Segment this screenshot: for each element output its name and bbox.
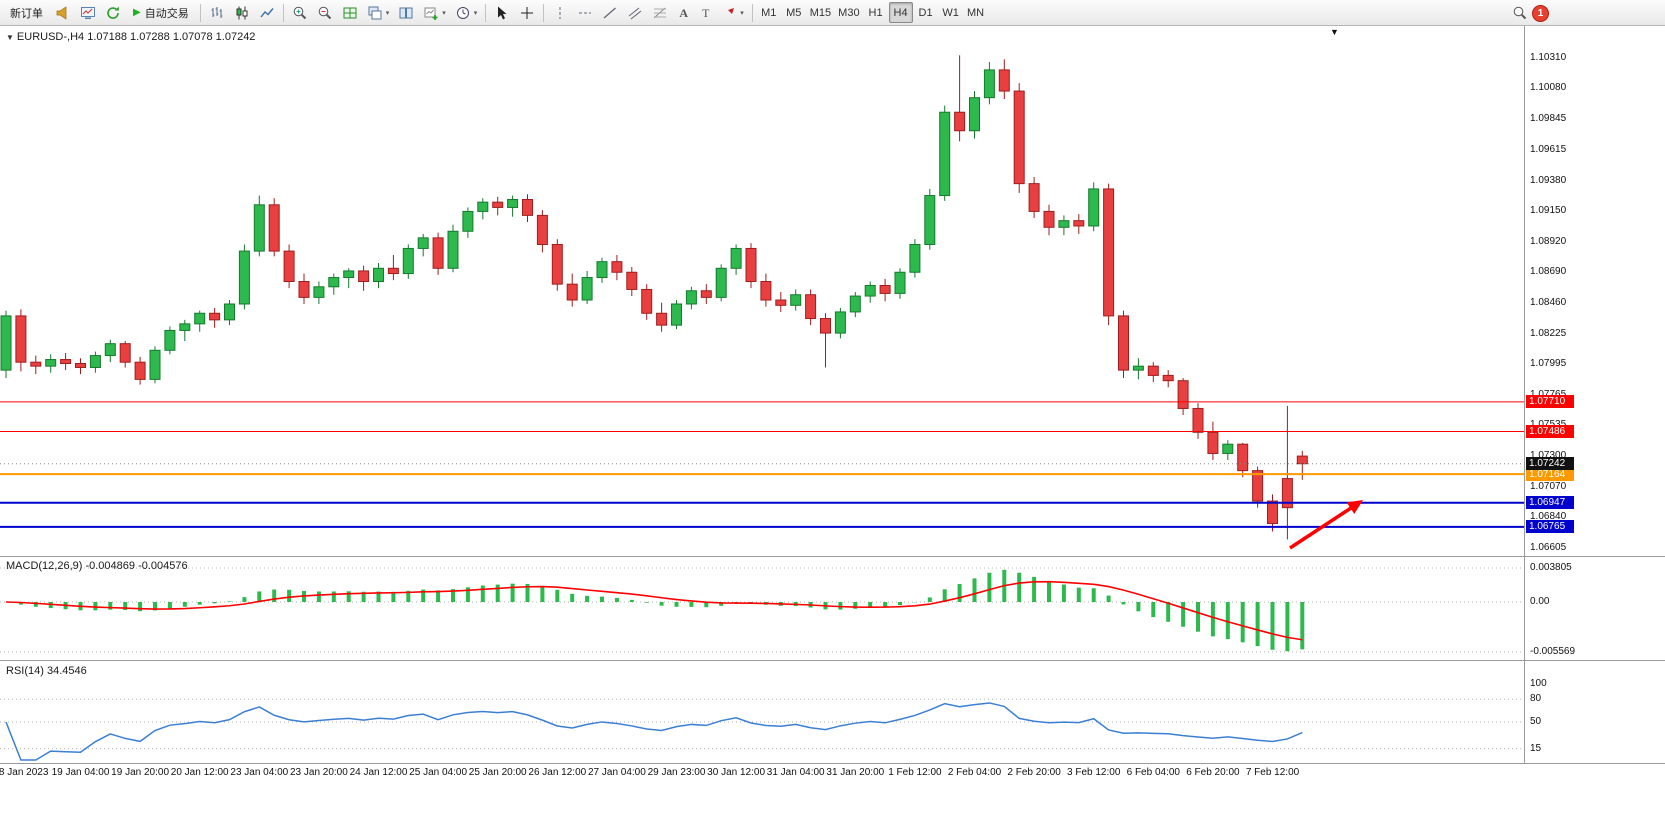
- zoom-in-button[interactable]: [288, 2, 312, 23]
- bar-chart-mode-button[interactable]: [205, 2, 229, 23]
- chevron-down-icon: ▾: [442, 9, 446, 17]
- auto-trading-label: 自动交易: [144, 7, 189, 20]
- horizontal-line-tool-button[interactable]: [573, 2, 597, 23]
- play-icon: ▶: [133, 7, 141, 18]
- search-icon[interactable]: [1512, 5, 1528, 21]
- timeframe-h4-button[interactable]: H4: [888, 2, 913, 23]
- toolbar-separator: [751, 3, 753, 22]
- vertical-line-tool-button[interactable]: [548, 2, 572, 23]
- chevron-down-icon: ▾: [473, 9, 478, 17]
- fibonacci-icon: [653, 7, 667, 18]
- monitor-icon: [81, 6, 95, 19]
- clock-icon: [456, 6, 469, 19]
- candlestick-icon: [236, 6, 248, 19]
- chart-title: ▼ EURUSD-,H4 1.07188 1.07288 1.07078 1.07…: [6, 31, 255, 43]
- arrows-tool-button[interactable]: ▾: [717, 2, 748, 23]
- zoom-out-icon: [318, 6, 331, 19]
- chart-title-text: EURUSD-,H4 1.07188 1.07288 1.07078 1.072…: [16, 31, 256, 43]
- new-order-button[interactable]: 新订单: [3, 2, 50, 23]
- refresh-icon: [107, 6, 119, 19]
- alerts-button[interactable]: [51, 2, 75, 23]
- bar-chart-icon: [211, 6, 223, 18]
- arrow-shape-icon: [724, 7, 735, 18]
- timeframe-mn-button[interactable]: MN: [964, 2, 988, 23]
- cascade-windows-button[interactable]: ▾: [363, 2, 394, 23]
- candlestick-mode-button[interactable]: [230, 2, 254, 23]
- new-chart-button[interactable]: ▾: [419, 2, 450, 23]
- trendline-tool-button[interactable]: [598, 2, 622, 23]
- toolbar-separator: [199, 3, 201, 22]
- timeframe-m30-button[interactable]: M30: [835, 2, 862, 23]
- timeframe-m5-button[interactable]: M5: [782, 2, 806, 23]
- zoom-in-icon: [293, 6, 306, 19]
- chart-grid-button[interactable]: [338, 2, 362, 23]
- vertical-line-icon: [559, 6, 561, 19]
- auto-trading-button[interactable]: ▶ 自动交易: [126, 2, 196, 23]
- grid-icon: [343, 7, 357, 18]
- equidistant-channel-icon: [628, 7, 642, 19]
- timeframe-group: M1 M5 M15 M30 H1 H4 D1 W1 MN: [757, 2, 988, 23]
- cursor-tool-button[interactable]: [490, 2, 514, 23]
- horn-icon: [56, 5, 67, 20]
- channel-tool-button[interactable]: [623, 2, 647, 23]
- cursor-icon: [498, 6, 507, 19]
- period-button[interactable]: ▾: [451, 2, 482, 23]
- text-tool-icon: A: [679, 5, 689, 20]
- timeframe-w1-button[interactable]: W1: [939, 2, 963, 23]
- timeframe-h1-button[interactable]: H1: [864, 2, 888, 23]
- refresh-button[interactable]: [101, 2, 125, 23]
- zoom-out-button[interactable]: [313, 2, 337, 23]
- toolbar-separator: [485, 3, 487, 22]
- new-chart-icon: [424, 7, 438, 20]
- macd-label: MACD(12,26,9) -0.004869 -0.004576: [6, 560, 188, 572]
- rsi-label: RSI(14) 34.4546: [6, 665, 87, 677]
- toolbar: 新订单 ▶ 自动交易: [0, 0, 1665, 26]
- chevron-down-icon: ▾: [385, 9, 390, 17]
- cascade-windows-icon: [368, 6, 382, 19]
- timeframe-m1-button[interactable]: M1: [757, 2, 781, 23]
- text-tool-button[interactable]: A: [673, 2, 694, 23]
- line-chart-icon: [260, 7, 274, 17]
- collapse-arrow-icon: ▼: [6, 33, 14, 42]
- crosshair-tool-button[interactable]: [515, 2, 539, 23]
- timeframe-d1-button[interactable]: D1: [914, 2, 938, 23]
- timeframe-m15-button[interactable]: M15: [807, 2, 834, 23]
- trendline-icon: [603, 7, 617, 18]
- toolbar-right: 1: [1512, 0, 1549, 26]
- toolbar-separator: [282, 3, 284, 22]
- chart-shift-marker[interactable]: ▼: [1330, 27, 1339, 37]
- label-tool-icon: T: [702, 5, 710, 20]
- tile-windows-icon: [399, 7, 413, 18]
- tile-windows-button[interactable]: [394, 2, 418, 23]
- chevron-down-icon: ▾: [740, 9, 744, 17]
- crosshair-icon: [521, 6, 534, 19]
- notification-badge[interactable]: 1: [1532, 4, 1549, 22]
- horizontal-line-icon: [579, 12, 592, 13]
- toolbar-separator: [543, 3, 545, 22]
- label-tool-button[interactable]: T: [695, 2, 716, 23]
- line-chart-mode-button[interactable]: [255, 2, 279, 23]
- fibonacci-tool-button[interactable]: [648, 2, 672, 23]
- market-watch-button[interactable]: [76, 2, 100, 23]
